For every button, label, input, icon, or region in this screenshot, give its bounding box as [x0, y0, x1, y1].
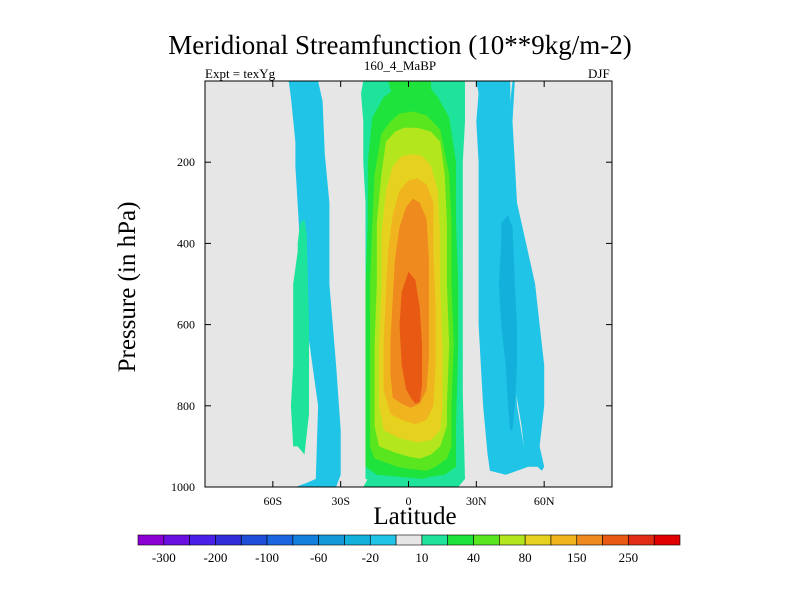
contour-region-4 — [508, 81, 545, 471]
y-tick-label: 600 — [177, 318, 195, 332]
colorbar-label: 150 — [567, 550, 587, 565]
colorbar: -300 -200 -100 -60 -20 10 40 80 150 250 — [137, 534, 681, 565]
colorbar-swatch — [292, 534, 319, 546]
colorbar-swatch — [189, 534, 216, 546]
colorbar-swatch — [602, 534, 629, 546]
contour-region-14 — [388, 81, 429, 106]
center-string: 160_4_MaBP — [363, 58, 437, 73]
contour-region-5 — [498, 215, 517, 431]
x-tick-label: 60S — [263, 494, 282, 508]
colorbar-swatch — [344, 534, 371, 546]
colorbar-label: -100 — [255, 550, 279, 565]
colorbar-swatch — [240, 534, 268, 546]
y-axis-label: Pressure (in hPa) — [114, 201, 141, 373]
colorbar-swatch — [266, 534, 294, 546]
colorbar-swatch — [215, 534, 242, 546]
x-axis-label: Latitude — [373, 503, 457, 530]
colorbar-swatch — [137, 534, 165, 546]
colorbar-swatch — [550, 534, 578, 546]
contour-region-0 — [288, 81, 341, 487]
colorbar-swatch — [524, 534, 552, 546]
colorbar-label: -300 — [152, 550, 176, 565]
y-tick-label: 800 — [177, 399, 195, 413]
colorbar-label: 250 — [619, 550, 639, 565]
colorbar-swatch — [421, 534, 449, 546]
colorbar-swatch — [163, 534, 190, 546]
colorbar-swatch — [628, 534, 655, 546]
colorbar-label: 10 — [415, 550, 428, 565]
colorbar-label: 80 — [519, 550, 532, 565]
x-tick-label: 30N — [466, 494, 487, 508]
colorbar-swatch — [473, 534, 500, 546]
colorbar-label: -60 — [310, 550, 327, 565]
colorbar-swatch — [395, 534, 423, 546]
y-tick-label: 1000 — [171, 480, 195, 494]
y-tick-label: 200 — [177, 155, 195, 169]
contour-region-13 — [399, 271, 423, 404]
colorbar-swatch — [576, 534, 603, 546]
right-string: DJF — [588, 66, 610, 81]
colorbar-swatch — [653, 534, 681, 546]
colorbar-label: 40 — [467, 550, 480, 565]
x-tick-label: 0 — [406, 494, 412, 508]
colorbar-label: -200 — [204, 550, 228, 565]
colorbar-swatch — [318, 534, 345, 546]
y-axis: 200 400 600 800 1000 — [171, 155, 612, 494]
colorbar-swatch — [447, 534, 474, 546]
contour-fills — [288, 81, 545, 487]
colorbar-swatch — [369, 534, 397, 546]
y-tick-label: 400 — [177, 236, 195, 250]
colorbar-label: -20 — [362, 550, 379, 565]
colorbar-swatch — [499, 534, 526, 546]
x-axis: 60S 30S 0 30N 60N — [263, 81, 555, 508]
x-tick-label: 60N — [534, 494, 555, 508]
chart-title: Meridional Streamfunction (10**9kg/m-2) — [168, 30, 632, 60]
contour-region-1 — [290, 219, 309, 455]
left-string: Expt = texYg — [205, 66, 276, 81]
x-tick-label: 30S — [331, 494, 350, 508]
